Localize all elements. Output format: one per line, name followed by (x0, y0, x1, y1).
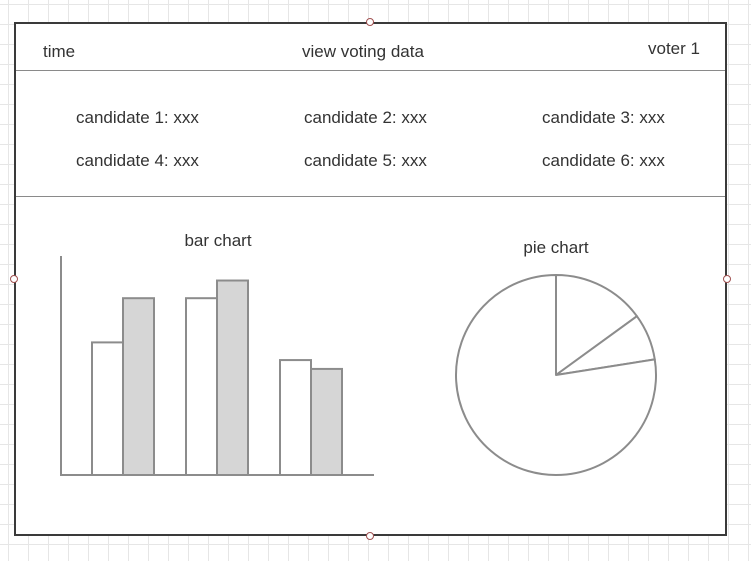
bar-2-2 (216, 279, 249, 476)
pie-slice-3 (455, 274, 657, 476)
bar-2-1 (185, 297, 218, 477)
candidate-item[interactable]: candidate 1: xxx (76, 108, 199, 127)
candidate-item[interactable]: candidate 2: xxx (304, 108, 427, 127)
pie-chart: pie chart (455, 238, 657, 476)
candidates-divider (16, 196, 725, 197)
pie-slice-1 (555, 274, 638, 376)
candidate-item[interactable]: candidate 4: xxx (76, 151, 199, 170)
resize-handle-left[interactable] (10, 275, 18, 283)
candidate-item[interactable]: candidate 3: xxx (542, 108, 665, 127)
bar-chart: bar chart (60, 231, 374, 477)
voter-label[interactable]: voter 1 (648, 39, 700, 58)
bar-3-1 (279, 359, 312, 476)
bar-1-1 (91, 341, 124, 476)
resize-handle-bottom[interactable] (366, 532, 374, 540)
bar-chart-title: bar chart (184, 231, 251, 250)
candidate-item[interactable]: candidate 6: xxx (542, 151, 665, 170)
bar-1-2 (122, 297, 155, 477)
page-title: view voting data (302, 42, 424, 61)
resize-handle-right[interactable] (723, 275, 731, 283)
bar-3-2 (310, 367, 343, 477)
candidate-item[interactable]: candidate 5: xxx (304, 151, 427, 170)
resize-handle-top[interactable] (366, 18, 374, 26)
time-label: time (43, 42, 76, 61)
header-divider (16, 70, 725, 71)
pie-chart-title: pie chart (523, 238, 588, 257)
wireframe-frame: time view voting data voter 1 candidate … (14, 22, 727, 536)
